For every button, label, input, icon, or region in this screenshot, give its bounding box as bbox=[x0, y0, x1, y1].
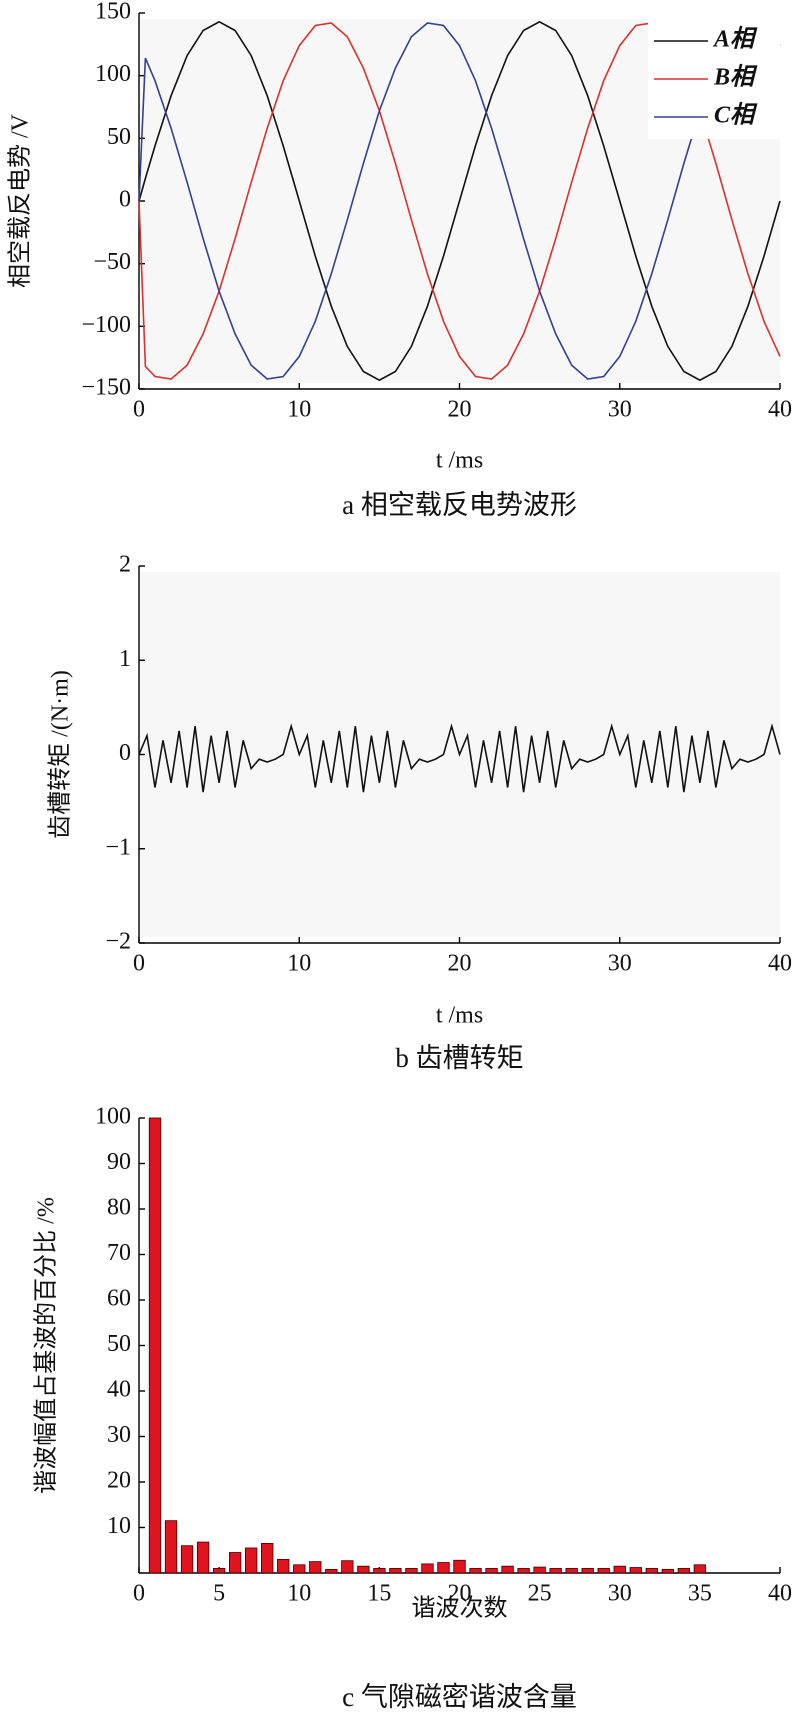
y-tick-label: 80 bbox=[107, 1195, 131, 1221]
y-tick-label: −50 bbox=[93, 249, 131, 275]
legend-label: A相 bbox=[712, 26, 758, 53]
bar bbox=[565, 1568, 578, 1574]
y-tick-label: 40 bbox=[107, 1377, 131, 1403]
bar bbox=[453, 1559, 466, 1574]
bar bbox=[581, 1568, 594, 1574]
bar bbox=[357, 1565, 370, 1574]
legend-label: B相 bbox=[713, 64, 758, 91]
bar bbox=[212, 1568, 226, 1574]
y-tick-label: 100 bbox=[95, 61, 131, 87]
y-tick-label: −2 bbox=[105, 929, 131, 955]
x-axis-label: 谐波次数 bbox=[412, 1595, 508, 1622]
y-tick-label: 20 bbox=[107, 1468, 131, 1494]
x-tick-label: 30 bbox=[608, 951, 632, 977]
bar bbox=[517, 1568, 530, 1574]
y-axis-label: 谐波幅值占基波的百分比 /% bbox=[33, 1197, 60, 1494]
y-tick-label: 50 bbox=[107, 1331, 131, 1357]
x-tick-label: 30 bbox=[608, 1581, 632, 1607]
x-tick-label: 35 bbox=[688, 1581, 712, 1607]
x-tick-label: 40 bbox=[768, 397, 792, 423]
data-line bbox=[138, 22, 781, 380]
bar bbox=[661, 1568, 674, 1574]
y-tick-label: 90 bbox=[107, 1149, 131, 1175]
bar bbox=[485, 1568, 498, 1574]
y-tick-label: 100 bbox=[95, 1104, 131, 1130]
y-axis-label: 相空载反电势 /V bbox=[7, 113, 34, 288]
y-tick-label: 1 bbox=[119, 646, 131, 672]
y-tick-label: 10 bbox=[107, 1513, 131, 1539]
x-tick-label: 20 bbox=[448, 1581, 472, 1607]
bar bbox=[341, 1560, 354, 1574]
chart-title: c 气隙磁密谐波含量 bbox=[342, 1682, 577, 1712]
bar bbox=[325, 1568, 338, 1574]
bar bbox=[196, 1541, 210, 1574]
y-tick-label: 0 bbox=[119, 740, 131, 766]
x-tick-label: 25 bbox=[528, 1581, 552, 1607]
bar bbox=[228, 1552, 242, 1574]
bar bbox=[469, 1568, 482, 1574]
y-tick-label: −1 bbox=[105, 834, 131, 860]
y-tick-label: 0 bbox=[119, 187, 131, 213]
y-tick-label: −150 bbox=[81, 375, 131, 401]
chart-title: a 相空载反电势波形 bbox=[342, 490, 577, 520]
x-tick-label: 15 bbox=[367, 1581, 391, 1607]
bar bbox=[501, 1565, 514, 1574]
bar bbox=[164, 1520, 178, 1574]
bar bbox=[373, 1568, 386, 1574]
y-tick-label: 70 bbox=[107, 1240, 131, 1266]
y-tick-label: 150 bbox=[95, 0, 131, 25]
chart-title: b 齿槽转矩 bbox=[395, 1043, 523, 1073]
x-tick-label: 10 bbox=[287, 397, 311, 423]
chart-panel: 10 20 30 40 50 60 70 80 90 100 0 5 10 15 20 25 30 35 40 谐波次… bbox=[33, 1104, 793, 1713]
bar bbox=[245, 1547, 258, 1574]
bar bbox=[148, 1117, 162, 1574]
x-tick-label: 40 bbox=[768, 951, 792, 977]
x-tick-label: 20 bbox=[448, 951, 472, 977]
bar bbox=[389, 1568, 402, 1574]
x-tick-label: 20 bbox=[448, 397, 472, 423]
x-axis-label: t /ms bbox=[436, 448, 483, 474]
x-tick-label: 30 bbox=[608, 397, 632, 423]
x-tick-label: 10 bbox=[287, 951, 311, 977]
y-tick-label: 2 bbox=[119, 552, 131, 578]
bar bbox=[597, 1568, 610, 1574]
bar bbox=[613, 1565, 626, 1574]
bar bbox=[549, 1568, 562, 1574]
bar bbox=[629, 1567, 642, 1574]
bar bbox=[293, 1564, 306, 1574]
bar bbox=[261, 1543, 274, 1574]
bar bbox=[277, 1558, 290, 1574]
bar bbox=[309, 1561, 322, 1574]
y-tick-label: 60 bbox=[107, 1286, 131, 1312]
bar bbox=[533, 1566, 546, 1574]
bar bbox=[437, 1562, 450, 1574]
x-tick-label: 0 bbox=[133, 951, 145, 977]
x-tick-label: 5 bbox=[213, 1581, 225, 1607]
data-line bbox=[138, 723, 781, 793]
x-tick-label: 40 bbox=[768, 1581, 792, 1607]
x-tick-label: 0 bbox=[133, 1581, 145, 1607]
bar bbox=[421, 1563, 434, 1574]
legend-label: C相 bbox=[714, 102, 758, 129]
bar bbox=[180, 1545, 194, 1574]
y-axis-label: 齿槽转矩 /(N·m) bbox=[47, 670, 74, 839]
x-tick-label: 0 bbox=[133, 397, 145, 423]
x-axis-label: t /ms bbox=[436, 1003, 483, 1029]
bar bbox=[405, 1568, 418, 1574]
data-line bbox=[138, 20, 781, 382]
bar bbox=[693, 1564, 707, 1574]
chart-panel: −150 −100 −50 0 50 100 150 0 10 20 30 40 t /ms 相空载反电势… bbox=[7, 0, 793, 520]
y-tick-label: −100 bbox=[81, 312, 131, 338]
y-tick-label: 50 bbox=[107, 124, 131, 150]
x-tick-label: 10 bbox=[287, 1581, 311, 1607]
bar bbox=[677, 1568, 691, 1574]
y-tick-label: 30 bbox=[107, 1422, 131, 1448]
bar bbox=[645, 1568, 658, 1574]
